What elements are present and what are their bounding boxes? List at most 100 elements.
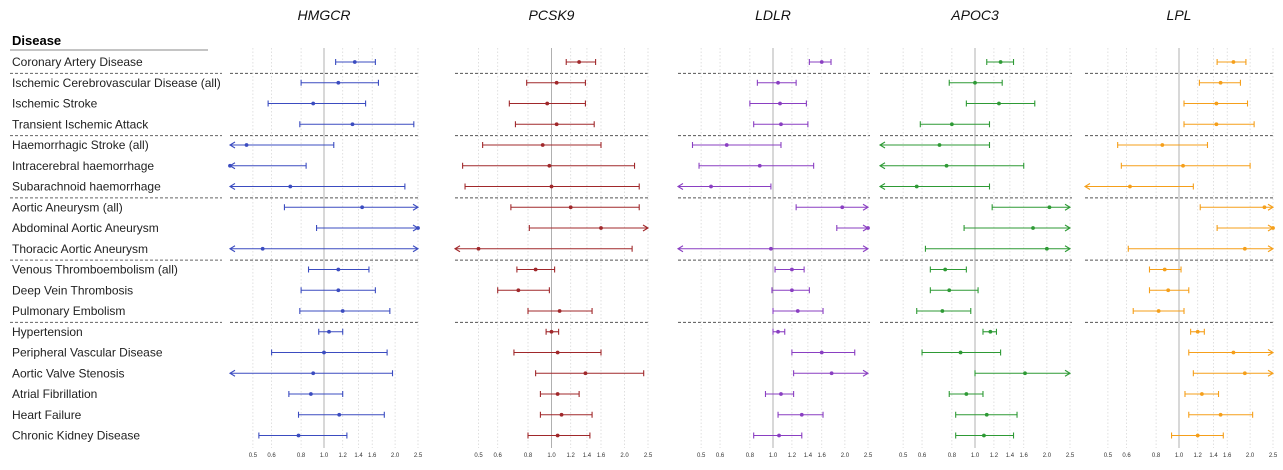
point-estimate <box>1128 185 1132 189</box>
disease-label: Abdominal Aortic Aneurysm <box>12 221 159 235</box>
disease-label: Coronary Artery Disease <box>12 55 143 69</box>
point-estimate <box>840 205 844 209</box>
point-estimate <box>558 309 562 313</box>
tick-label: 1.2 <box>567 453 576 459</box>
disease-label: Pulmonary Embolism <box>12 304 125 318</box>
panel-hmgcr: HMGCR 0.5 0.6 0.8 1.0 1.2 1.4 1.6 2.0 2.5 <box>228 7 423 459</box>
tick-label: 0.6 <box>918 453 927 459</box>
point-estimate <box>915 185 919 189</box>
point-estimate <box>327 330 331 334</box>
point-estimate <box>1232 60 1236 64</box>
point-estimate <box>1271 226 1275 230</box>
point-estimate <box>545 102 549 106</box>
point-estimate <box>997 102 1001 106</box>
tick-label: 1.4 <box>354 453 363 459</box>
tick-label: 1.0 <box>547 453 556 459</box>
gene-title: LDLR <box>755 7 791 23</box>
point-estimate <box>1243 371 1247 375</box>
point-estimate <box>725 143 729 147</box>
point-estimate <box>1215 122 1219 126</box>
disease-label: Peripheral Vascular Disease <box>12 346 163 360</box>
point-estimate <box>516 288 520 292</box>
tick-label: 1.4 <box>1209 453 1218 459</box>
point-estimate <box>988 330 992 334</box>
point-estimate <box>360 205 364 209</box>
tick-label: 2.0 <box>391 453 400 459</box>
point-estimate <box>560 413 564 417</box>
point-estimate <box>999 60 1003 64</box>
tick-label: 1.6 <box>597 453 606 459</box>
point-estimate <box>309 392 313 396</box>
point-estimate <box>556 392 560 396</box>
point-estimate <box>1196 434 1200 438</box>
tick-label: 0.6 <box>716 453 725 459</box>
gene-title: PCSK9 <box>529 7 575 23</box>
disease-label: Subarachnoid haemorrhage <box>12 180 161 194</box>
disease-header: Disease <box>12 33 61 48</box>
point-estimate <box>985 413 989 417</box>
point-estimate <box>556 351 560 355</box>
disease-label: Ischemic Cerebrovascular Disease (all) <box>12 76 221 90</box>
point-estimate <box>336 268 340 272</box>
point-estimate <box>1196 330 1200 334</box>
panel-ldlr: LDLR 0.5 0.6 0.8 1.0 1.2 1.4 1.6 2.0 2.5 <box>678 7 873 459</box>
point-estimate <box>311 102 315 106</box>
point-estimate <box>776 330 780 334</box>
disease-label: Heart Failure <box>12 408 82 422</box>
tick-label: 1.6 <box>818 453 827 459</box>
tick-label: 1.0 <box>1175 453 1184 459</box>
disease-label: Intracerebral haemorrhage <box>12 159 154 173</box>
point-estimate <box>945 164 949 168</box>
tick-label: 2.0 <box>1246 453 1255 459</box>
point-estimate <box>820 351 824 355</box>
point-estimate <box>577 60 581 64</box>
tick-label: 1.2 <box>990 453 999 459</box>
tick-label: 1.2 <box>1194 453 1203 459</box>
tick-label: 1.2 <box>339 453 348 459</box>
gene-title: LPL <box>1167 7 1192 23</box>
point-estimate <box>1023 371 1027 375</box>
point-estimate <box>550 330 554 334</box>
point-estimate <box>1166 288 1170 292</box>
tick-label: 0.5 <box>697 453 706 459</box>
point-estimate <box>1243 247 1247 251</box>
tick-label: 2.0 <box>841 453 850 459</box>
tick-label: 2.5 <box>1066 453 1075 459</box>
disease-label: Atrial Fibrillation <box>12 387 97 401</box>
tick-label: 0.8 <box>297 453 306 459</box>
point-estimate <box>555 81 559 85</box>
tick-label: 0.8 <box>524 453 533 459</box>
tick-label: 2.5 <box>864 453 873 459</box>
tick-label: 0.8 <box>746 453 755 459</box>
tick-label: 1.0 <box>320 453 329 459</box>
point-estimate <box>1232 351 1236 355</box>
panel-apoc3: APOC3 0.5 0.6 0.8 1.0 1.2 1.4 1.6 2.0 2.5 <box>880 7 1075 459</box>
tick-label: 2.0 <box>620 453 629 459</box>
tick-label: 0.6 <box>1122 453 1131 459</box>
disease-label: Haemorrhagic Stroke (all) <box>12 138 149 152</box>
point-estimate <box>351 122 355 126</box>
tick-label: 2.5 <box>644 453 653 459</box>
tick-label: 0.5 <box>1104 453 1113 459</box>
tick-label: 1.0 <box>971 453 980 459</box>
point-estimate <box>959 351 963 355</box>
point-estimate <box>1163 268 1167 272</box>
point-estimate <box>820 60 824 64</box>
disease-label: Venous Thromboembolism (all) <box>12 263 178 277</box>
tick-label: 0.8 <box>948 453 957 459</box>
point-estimate <box>1045 247 1049 251</box>
tick-label: 1.4 <box>583 453 592 459</box>
point-estimate <box>297 434 301 438</box>
point-estimate <box>1031 226 1035 230</box>
point-estimate <box>830 371 834 375</box>
point-estimate <box>341 309 345 313</box>
point-estimate <box>973 81 977 85</box>
point-estimate <box>541 143 545 147</box>
tick-label: 1.6 <box>368 453 377 459</box>
point-estimate <box>353 60 357 64</box>
disease-label: Chronic Kidney Disease <box>12 429 140 443</box>
point-estimate <box>790 268 794 272</box>
tick-label: 0.8 <box>1152 453 1161 459</box>
point-estimate <box>337 413 341 417</box>
